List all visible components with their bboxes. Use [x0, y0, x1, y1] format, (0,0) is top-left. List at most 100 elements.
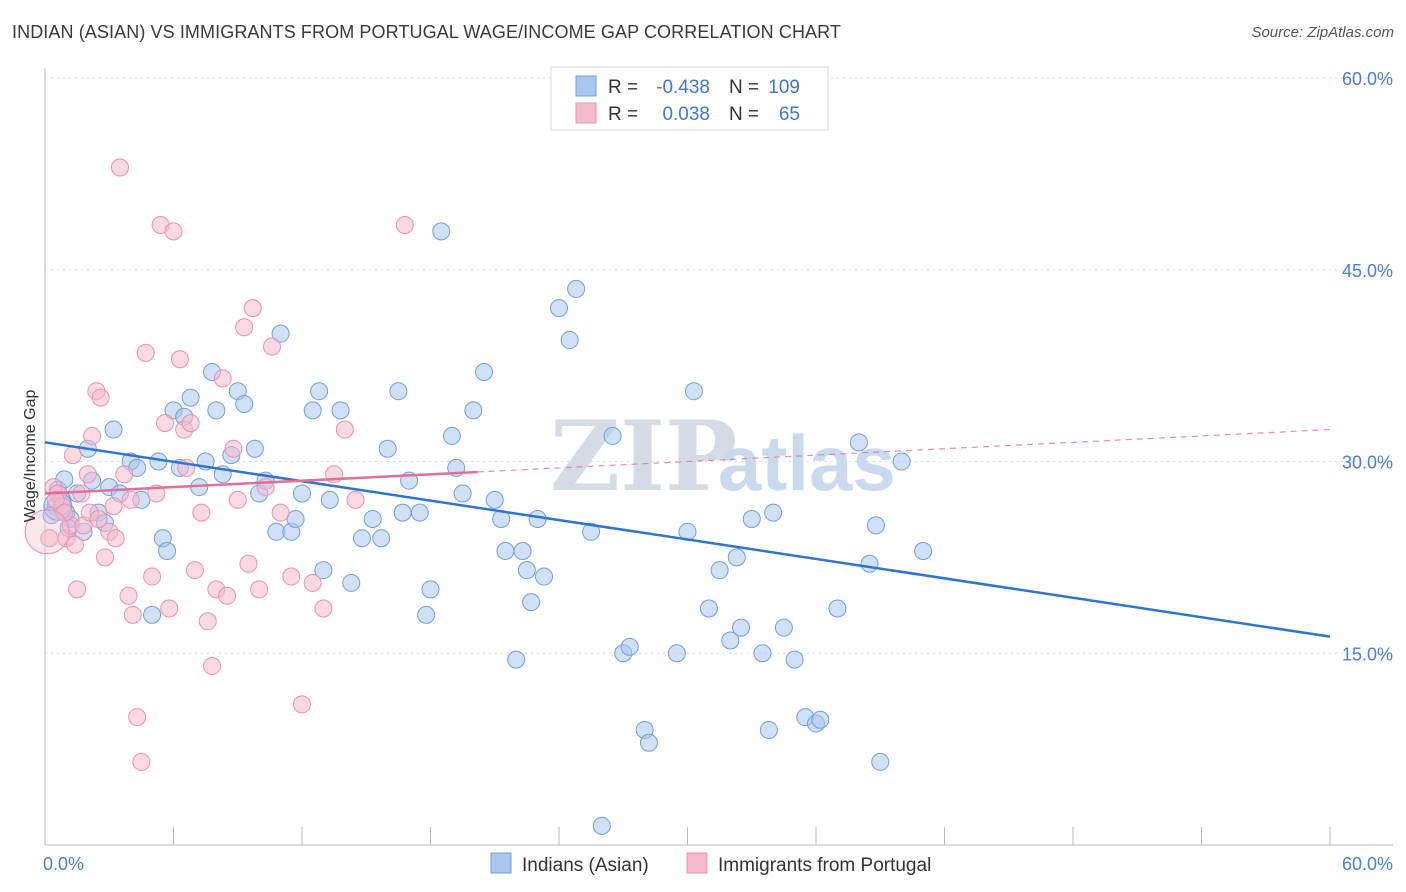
- point-indians: [828, 599, 847, 618]
- point-portugal: [106, 529, 125, 548]
- point-indians: [245, 439, 264, 458]
- point-portugal: [110, 158, 129, 177]
- grid: 15.0% 30.0% 45.0% 60.0%: [45, 69, 1393, 664]
- point-indians: [866, 516, 885, 535]
- y-axis-label: Wage/Income Gap: [22, 390, 39, 523]
- point-portugal: [128, 708, 147, 727]
- legend-top: R = -0.438 N = 109 R = 0.038 N = 65: [550, 66, 829, 131]
- point-portugal: [235, 318, 254, 337]
- point-indians: [811, 710, 830, 729]
- point-portugal: [143, 567, 162, 586]
- point-portugal: [181, 414, 200, 433]
- point-portugal: [335, 420, 354, 439]
- point-indians: [143, 605, 162, 624]
- point-indians: [417, 605, 436, 624]
- legend-r-value-1: 0.038: [662, 104, 710, 125]
- point-indians: [710, 561, 729, 580]
- point-portugal: [46, 490, 65, 509]
- point-portugal: [68, 580, 87, 599]
- point-indians: [914, 541, 933, 560]
- point-indians: [764, 503, 783, 522]
- point-portugal: [314, 599, 333, 618]
- point-indians: [592, 816, 611, 835]
- point-indians: [699, 599, 718, 618]
- legend-r-label-0: R =: [608, 77, 638, 98]
- point-indians: [567, 279, 586, 298]
- legend-n-value-0: 109: [768, 77, 800, 98]
- bottom-legend-label-indians: Indians (Asian): [522, 855, 649, 876]
- x-tick-label-max: 60.0%: [1342, 854, 1393, 874]
- point-indians: [603, 426, 622, 445]
- legend-n-label-0: N =: [729, 77, 759, 98]
- point-portugal: [119, 586, 138, 605]
- point-indians: [342, 573, 361, 592]
- point-portugal: [132, 752, 151, 771]
- point-indians: [286, 510, 305, 529]
- point-indians: [389, 382, 408, 401]
- point-indians: [871, 752, 890, 771]
- point-portugal: [95, 548, 114, 567]
- point-indians: [485, 490, 504, 509]
- point-indians: [271, 324, 290, 343]
- point-portugal: [218, 586, 237, 605]
- legend-top-box: [550, 66, 829, 131]
- legend-swatch-portugal: [575, 102, 597, 124]
- point-portugal: [83, 426, 102, 445]
- point-portugal: [164, 222, 183, 241]
- point-portugal: [250, 580, 269, 599]
- point-indians: [522, 593, 541, 612]
- legend-r-value-0: -0.438: [656, 77, 710, 98]
- trend-lines: [44, 428, 1331, 638]
- trend-line-portugal: [44, 470, 478, 495]
- point-indians: [303, 401, 322, 420]
- point-indians: [620, 637, 639, 656]
- point-indians: [535, 567, 554, 586]
- point-indians: [550, 299, 568, 318]
- point-portugal: [192, 503, 211, 522]
- legend-r-label-1: R =: [608, 104, 638, 125]
- point-portugal: [65, 535, 84, 554]
- point-portugal: [198, 612, 217, 631]
- point-indians: [727, 548, 746, 567]
- bottom-legend-swatch-indians: [490, 852, 512, 874]
- point-portugal: [123, 605, 142, 624]
- point-portugal: [89, 510, 108, 529]
- point-indians: [421, 580, 440, 599]
- bottom-legend-swatch-portugal: [686, 852, 708, 874]
- point-indians: [104, 420, 123, 439]
- point-portugal: [243, 299, 262, 318]
- series-portugal-points: [24, 158, 414, 771]
- point-indians: [320, 490, 339, 509]
- point-indians: [464, 401, 483, 420]
- source-label: Source: ZipAtlas.com: [1251, 24, 1394, 41]
- point-indians: [432, 222, 451, 241]
- watermark-zip: ZIP: [550, 400, 737, 513]
- point-indians: [582, 522, 601, 541]
- point-portugal: [63, 446, 82, 465]
- y-tick-label: 60.0%: [1342, 69, 1393, 89]
- point-portugal: [78, 465, 97, 484]
- point-portugal: [72, 484, 91, 503]
- point-indians: [507, 650, 526, 669]
- point-indians: [560, 331, 579, 350]
- point-indians: [513, 541, 532, 560]
- point-indians: [742, 510, 761, 529]
- point-indians: [207, 401, 226, 420]
- point-portugal: [115, 465, 134, 484]
- point-indians: [684, 382, 703, 401]
- point-indians: [721, 631, 740, 650]
- point-indians: [639, 733, 658, 752]
- point-indians: [785, 650, 804, 669]
- chart-title: INDIAN (ASIAN) VS IMMIGRANTS FROM PORTUG…: [12, 22, 842, 42]
- point-indians: [442, 426, 461, 445]
- legend-bottom: Indians (Asian) Immigrants from Portugal: [490, 852, 931, 876]
- y-tick-label: 45.0%: [1342, 261, 1393, 281]
- trend-line-indians: [44, 441, 1331, 638]
- point-indians: [475, 363, 494, 382]
- point-indians: [759, 720, 778, 739]
- point-portugal: [185, 561, 204, 580]
- y-tick-label: 30.0%: [1342, 453, 1393, 473]
- legend-n-label-1: N =: [729, 104, 759, 125]
- axes: [44, 68, 1393, 846]
- x-tick-label-min: 0.0%: [43, 854, 84, 874]
